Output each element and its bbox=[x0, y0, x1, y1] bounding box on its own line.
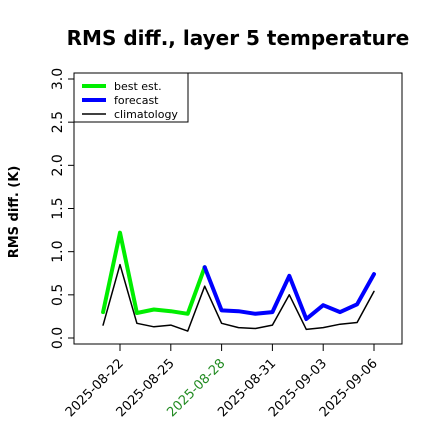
series-line-climatology bbox=[102, 263, 375, 332]
y-axis-label: RMS diff. (K) bbox=[7, 166, 22, 259]
legend-label-forecast: forecast bbox=[114, 94, 159, 107]
y-tick-label: 1.5 bbox=[50, 197, 66, 219]
legend: best est. forecast climatology bbox=[73, 72, 189, 123]
series-layer bbox=[101, 230, 376, 332]
series-line-best-est bbox=[101, 230, 207, 316]
y-tick-label: 2.0 bbox=[50, 154, 66, 176]
y-tick-label: 3.0 bbox=[50, 68, 66, 90]
y-tick-label: 1.0 bbox=[50, 241, 66, 263]
series-line-forecast bbox=[202, 265, 376, 321]
chart-title: RMS diff., layer 5 temperature bbox=[67, 26, 410, 50]
legend-label-best-est: best est. bbox=[114, 80, 162, 93]
y-tick-label: 0.5 bbox=[50, 284, 66, 306]
x-axis: 2025-08-222025-08-252025-08-282025-08-31… bbox=[63, 344, 381, 420]
y-tick-label: 2.5 bbox=[50, 111, 66, 133]
y-axis: 0.0 0.5 1.0 1.5 2.0 2.5 3.0 bbox=[50, 68, 74, 349]
y-tick-label: 0.0 bbox=[50, 327, 66, 349]
legend-label-climatology: climatology bbox=[114, 108, 178, 121]
